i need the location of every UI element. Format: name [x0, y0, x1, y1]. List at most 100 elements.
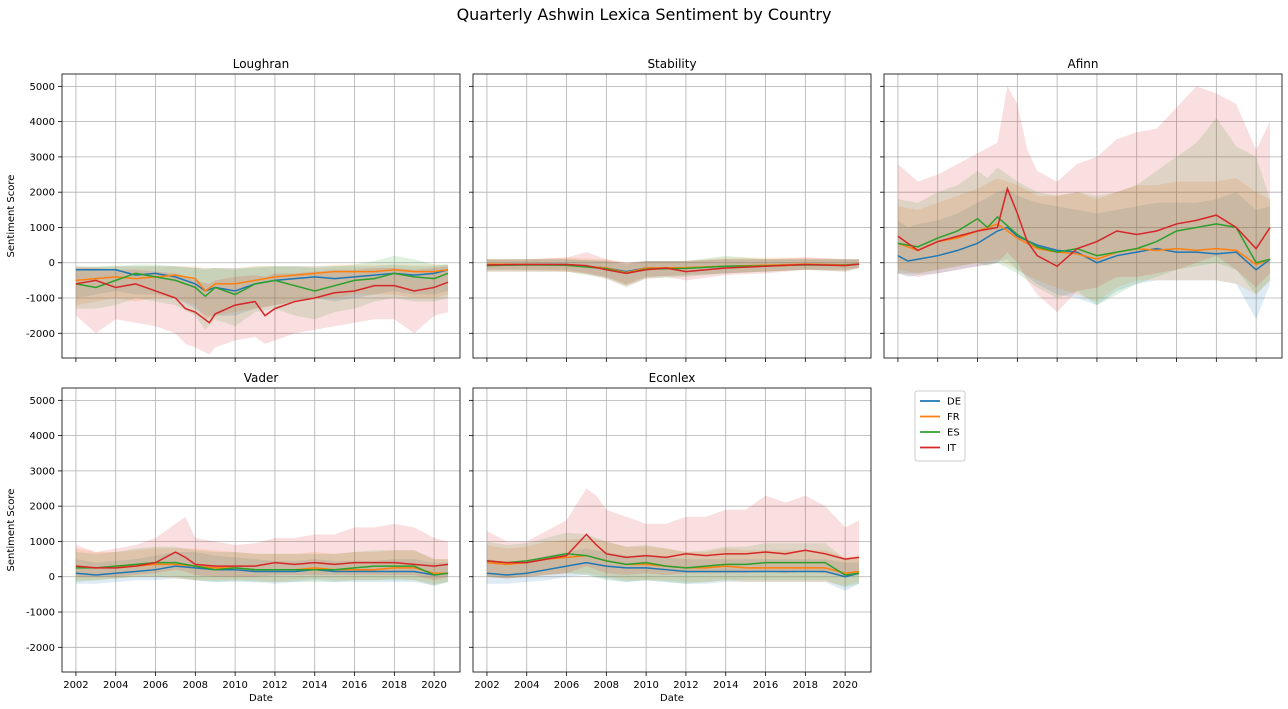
series-line-it [75, 551, 449, 569]
y-tick-label: 5000 [30, 82, 55, 93]
x-tick-label: 2018 [382, 680, 407, 691]
axes-frame [472, 387, 872, 673]
legend-item-fr: FR [920, 412, 960, 423]
x-tick-label: 2016 [342, 680, 367, 691]
band-es [75, 255, 449, 330]
x-tick-label: 2008 [183, 680, 208, 691]
band-de [897, 188, 1271, 320]
band-es [486, 255, 860, 288]
grid [62, 74, 460, 358]
y-tick-label: 5000 [30, 396, 55, 407]
x-tick-label: 2002 [474, 680, 499, 691]
y-tick-label: -1000 [26, 294, 55, 305]
subplot-title: Econlex [649, 371, 696, 385]
axes-frame [472, 73, 872, 359]
band-fr [75, 264, 449, 320]
y-tick-label: 4000 [30, 431, 55, 442]
subplot-loughran: Loughran -2000 -1000 0 1000 2000 3000 4000 5000 S… [6, 57, 461, 362]
band-es [897, 118, 1271, 306]
subplot-vader: Vader 2002 2004 2006 2008 2010 2012 2014 2016 201… [6, 371, 461, 704]
y-tick-label: 2000 [30, 502, 55, 513]
x-tick-label: 2010 [633, 680, 658, 691]
y-tick-label: 1000 [30, 537, 55, 548]
band-fr [897, 178, 1271, 302]
x-tick-label: 2012 [262, 680, 287, 691]
grid [473, 388, 871, 672]
y-tick-label: 0 [49, 572, 55, 583]
legend-label: IT [947, 443, 957, 454]
legend: DE FR ES IT [914, 390, 966, 462]
axes-frame [61, 387, 461, 673]
y-tick-label: -2000 [26, 643, 55, 654]
legend-item-es: ES [920, 428, 960, 439]
subplot-afinn: Afinn [880, 57, 1283, 362]
grid [884, 74, 1282, 358]
plot-area [897, 86, 1271, 320]
plot-area [75, 516, 449, 586]
series-line-de [897, 226, 1271, 271]
y-tick-label: -2000 [26, 329, 55, 340]
plot-area [486, 488, 860, 591]
x-tick-label: 2008 [594, 680, 619, 691]
x-tick-label: 2004 [103, 680, 128, 691]
x-tick-label: 2004 [514, 680, 539, 691]
subplot-grid: Loughran -2000 -1000 0 1000 2000 3000 4000 5000 S… [6, 57, 1283, 704]
x-tick-label: 2012 [673, 680, 698, 691]
series-line-de [486, 561, 860, 578]
band-it [486, 488, 860, 579]
subplot-title: Vader [244, 371, 279, 385]
legend-item-it: IT [920, 443, 957, 454]
series-line-de [75, 565, 449, 576]
series-line-it [897, 186, 1271, 268]
band-es [486, 532, 860, 588]
subplot-title: Loughran [233, 57, 290, 71]
band-es [75, 546, 449, 586]
y-tick-label: 0 [49, 258, 55, 269]
legend-box [914, 390, 966, 462]
axes-frame [61, 73, 461, 359]
legend-label: DE [947, 397, 961, 408]
y-tick-label: 3000 [30, 152, 55, 163]
x-tick-label: 2006 [143, 680, 168, 691]
x-tick-label: 2014 [302, 680, 327, 691]
series-line-fr [897, 223, 1271, 266]
series-line-fr [75, 269, 449, 292]
legend-label: ES [947, 428, 960, 439]
x-tick-label: 2020 [421, 680, 446, 691]
subplot-stability: Stability [469, 57, 872, 362]
y-tick-label: 1000 [30, 223, 55, 234]
y-tick-label: 2000 [30, 188, 55, 199]
subplot-title: Stability [647, 57, 696, 71]
x-tick-label: 2002 [63, 680, 88, 691]
x-axis-label: Date [660, 693, 684, 704]
legend-item-de: DE [920, 397, 961, 408]
x-tick-label: 2020 [832, 680, 857, 691]
grid [62, 388, 460, 672]
y-axis-label: Sentiment Score [6, 489, 17, 572]
band-de [75, 552, 449, 586]
band-it [897, 86, 1271, 313]
x-tick-label: 2014 [713, 680, 738, 691]
axes-frame [883, 73, 1283, 359]
y-tick-label: -1000 [26, 608, 55, 619]
series-line-es [486, 553, 860, 576]
x-tick-label: 2010 [222, 680, 247, 691]
series-line-es [75, 561, 449, 576]
series-line-it [75, 279, 449, 324]
series-line-it [486, 533, 860, 564]
series-line-it [486, 263, 860, 275]
plot-area [486, 252, 860, 288]
series-line-es [75, 272, 449, 298]
x-tick-label: 2016 [753, 680, 778, 691]
legend-label: FR [947, 412, 960, 423]
band-fr [75, 548, 449, 584]
y-tick-label: 3000 [30, 466, 55, 477]
x-tick-label: 2018 [793, 680, 818, 691]
figure-title: Quarterly Ashwin Lexica Sentiment by Cou… [457, 5, 832, 24]
band-fr [486, 537, 860, 586]
y-tick-label: 4000 [30, 117, 55, 128]
plot-area [75, 255, 449, 355]
subplot-econlex: Econlex 2002 2004 2006 2008 2010 2012 2014 2016 2… [469, 371, 872, 704]
grid [473, 74, 871, 358]
